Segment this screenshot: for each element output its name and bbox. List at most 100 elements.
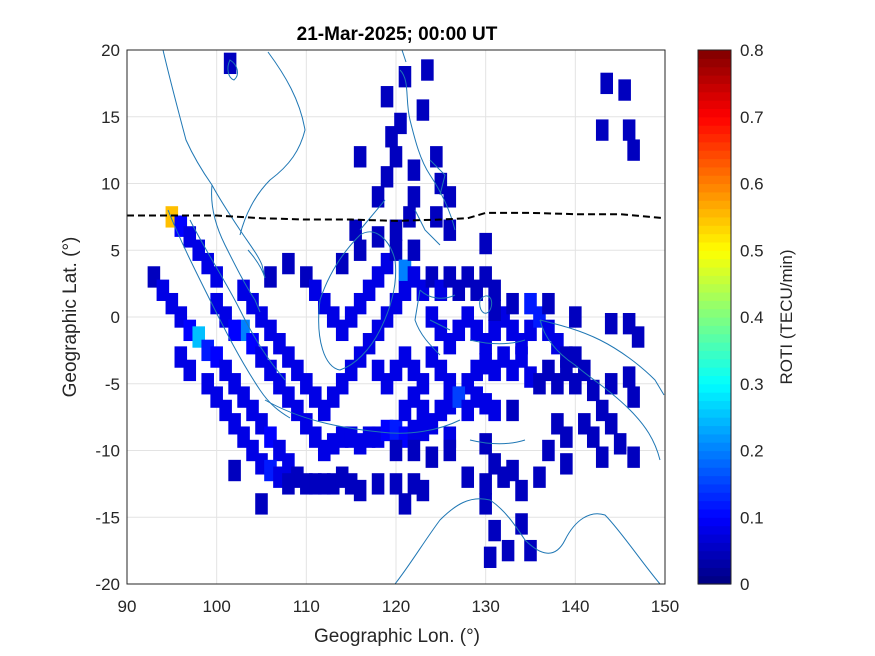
coastline-new-guinea: [539, 319, 665, 461]
roti-cell: [403, 206, 416, 228]
roti-cell: [389, 239, 403, 261]
colorbar-stripe: [698, 508, 731, 518]
colorbar-stripe: [698, 475, 731, 485]
roti-cell: [533, 466, 546, 488]
roti-cell: [506, 292, 519, 315]
colorbar-tick-label: 0.6: [740, 175, 764, 194]
y-axis-label: Geographic Lat. (°): [60, 237, 81, 398]
roti-cell: [416, 479, 430, 502]
colorbar-stripe: [698, 400, 731, 410]
colorbar-tick-label: 0.7: [740, 108, 764, 127]
colorbar-stripe: [698, 417, 731, 427]
roti-cell: [282, 252, 295, 275]
coastline-vietnam: [239, 51, 306, 236]
roti-cell: [389, 219, 403, 241]
colorbar-stripe: [698, 108, 731, 118]
roti-cell: [604, 413, 618, 435]
x-tick-label: 150: [651, 597, 679, 616]
roti-cell: [425, 446, 439, 468]
colorbar-stripe: [698, 166, 731, 176]
colorbar-stripe: [698, 241, 731, 251]
chart-title: 21-Mar-2025; 00:00 UT: [297, 24, 498, 45]
y-tick-label: 5: [111, 241, 120, 260]
colorbar-stripe: [698, 375, 731, 385]
colorbar-stripe: [698, 91, 731, 101]
colorbar-stripe: [698, 525, 731, 535]
colorbar-tick-label: 0.4: [740, 308, 764, 327]
y-tick-label: -15: [95, 508, 120, 527]
roti-cell: [595, 119, 609, 141]
roti-cell: [479, 473, 492, 495]
coastline-hainan: [227, 59, 238, 81]
plot-frame: [126, 49, 666, 585]
roti-cell: [389, 146, 403, 168]
colorbar-stripe: [698, 191, 731, 201]
colorbar-stripe: [698, 125, 731, 135]
colorbar-label: ROTI (TECU/min): [777, 249, 796, 384]
magnetic-equator-line: [127, 211, 666, 222]
colorbar-stripe: [698, 258, 731, 268]
colorbar-stripe: [698, 492, 731, 502]
colorbar-frame: [697, 49, 732, 585]
roti-cell: [353, 239, 367, 261]
colorbar-stripe: [698, 225, 731, 235]
colorbar-stripe: [698, 250, 731, 260]
roti-cell: [604, 373, 618, 395]
roti-cell: [430, 146, 443, 168]
coastline-palawan: [359, 199, 386, 231]
colorbar-tick-label: 0.5: [740, 241, 764, 260]
coastline-sulawesi: [414, 289, 456, 356]
roti-cell: [542, 292, 555, 315]
coastline-halmahera: [479, 295, 493, 314]
colorbar-stripe: [698, 358, 731, 368]
roti-cell: [398, 66, 412, 88]
colorbar-stripe: [698, 458, 731, 468]
colorbar-stripe: [698, 450, 731, 460]
colorbar-stripe: [698, 392, 731, 402]
coastline-malay-peninsula: [211, 184, 261, 313]
colorbar-stripe: [698, 283, 731, 293]
roti-cell: [488, 399, 501, 422]
roti-cell: [560, 453, 573, 475]
colorbar-stripe: [698, 116, 731, 126]
coastline-australia: [394, 498, 661, 585]
y-tick-label: -20: [95, 575, 120, 594]
colorbar-gradient: [698, 50, 731, 585]
roti-cell: [443, 186, 457, 208]
colorbar-stripe: [698, 317, 731, 326]
x-tick-label: 100: [202, 597, 230, 616]
colorbar-stripe: [698, 266, 731, 276]
roti-cell: [461, 466, 475, 488]
colorbar-stripe: [698, 558, 731, 568]
roti-cell: [389, 439, 403, 462]
roti-cell: [631, 326, 645, 348]
x-tick-label: 140: [561, 597, 589, 616]
y-tick-label: 0: [111, 308, 120, 327]
roti-cell: [371, 226, 385, 248]
roti-cell: [353, 479, 367, 502]
roti-cell: [488, 279, 501, 301]
colorbar-stripe: [698, 575, 731, 585]
plot-area: [126, 49, 666, 585]
roti-cell: [479, 232, 492, 255]
coastline-timor: [469, 439, 526, 445]
roti-cell: [604, 312, 618, 335]
colorbar-stripe: [698, 467, 731, 477]
colorbar-stripe: [698, 325, 731, 335]
colorbar-stripe: [698, 433, 731, 443]
roti-cell: [210, 266, 223, 288]
colorbar-stripe: [698, 183, 731, 193]
colorbar-stripe: [698, 100, 731, 110]
colorbar-stripe: [698, 75, 731, 84]
y-tick-labels: 20 15 10 5 0 -5 -10 -15 -20: [95, 41, 120, 594]
roti-cell: [416, 399, 430, 422]
colorbar-stripe: [698, 175, 731, 185]
colorbar-stripe: [698, 425, 731, 435]
colorbar-stripe: [698, 517, 731, 527]
roti-cell: [524, 539, 537, 562]
roti-cell: [430, 206, 443, 228]
roti-cell: [600, 72, 613, 95]
colorbar-stripe: [698, 141, 731, 151]
roti-cell: [488, 519, 501, 542]
